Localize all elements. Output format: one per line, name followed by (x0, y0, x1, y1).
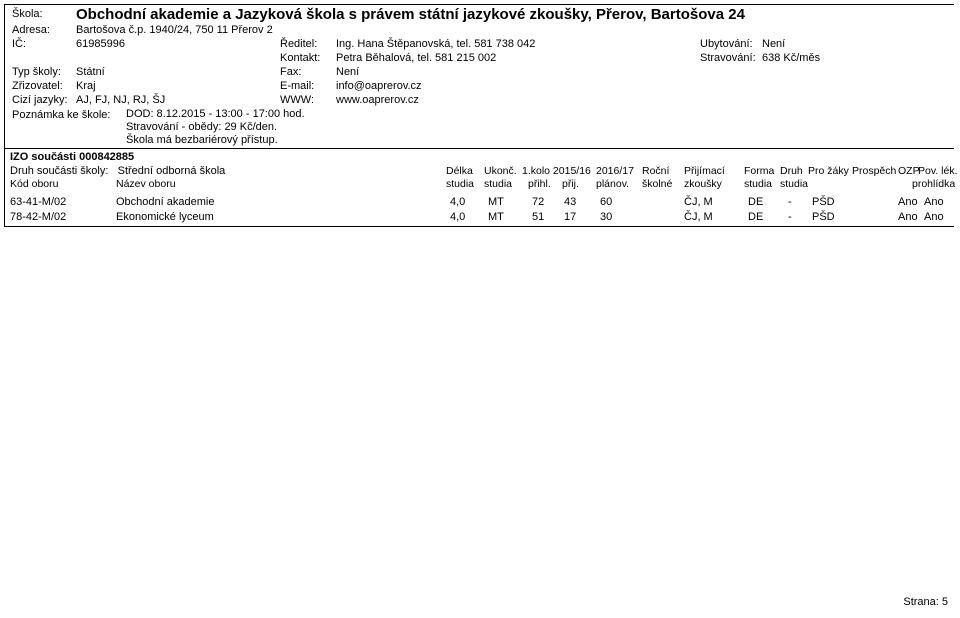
table-header-cell: Prospěch (852, 165, 896, 177)
table-header-cell: studia (446, 178, 474, 190)
table-header-cell: Přijímací (684, 165, 725, 177)
table-header-cell: školné (642, 178, 672, 190)
label-note: Poznámka ke škole: (12, 109, 110, 121)
label-contact: Kontakt: (280, 52, 320, 64)
table-cell-prihl: 51 (532, 211, 544, 223)
label-part-type: Druh součásti školy: (10, 165, 108, 177)
school-note3: Škola má bezbariérový přístup. (126, 134, 278, 146)
table-cell-ozp: Ano (898, 196, 918, 208)
table-cell-end: MT (488, 196, 504, 208)
table-cell-form: DE (748, 211, 763, 223)
table-header-cell: přij. (562, 178, 579, 190)
school-type: Státní (76, 66, 105, 78)
page: Škola: Obchodní akademie a Jazyková škol… (0, 0, 960, 618)
table-header-cell: studia (484, 178, 512, 190)
table-cell-for: PŠD (812, 196, 835, 208)
table-cell-len: 4,0 (450, 211, 465, 223)
table-cell-end: MT (488, 211, 504, 223)
table-header-cell: plánov. (596, 178, 629, 190)
school-meals: 638 Kč/měs (762, 52, 820, 64)
label-accommodation: Ubytování: (700, 38, 753, 50)
label-name: Název oboru (116, 178, 176, 190)
table-cell-kind: - (788, 196, 792, 208)
table-cell-prihl: 72 (532, 196, 544, 208)
label-izo: IZO součásti (10, 151, 76, 163)
label-director: Ředitel: (280, 38, 317, 50)
table-cell-name: Ekonomické lyceum (116, 211, 214, 223)
rule-top (4, 4, 954, 5)
table-header-cell: Délka (446, 165, 473, 177)
table-cell-kind: - (788, 211, 792, 223)
label-founder: Zřizovatel: (12, 80, 63, 92)
label-languages: Cizí jazyky: (12, 94, 68, 106)
table-cell-exam: ČJ, M (684, 211, 713, 223)
label-school: Škola: (12, 8, 43, 20)
table-header-cell: Pro žáky (808, 165, 849, 177)
table-header-cell: Pov. lék. (918, 165, 958, 177)
school-address: Bartošova č.p. 1940/24, 750 11 Přerov 2 (76, 24, 273, 36)
table-cell-plan: 60 (600, 196, 612, 208)
table-cell-code: 78-42-M/02 (10, 211, 66, 223)
table-header-cell: Druh (780, 165, 803, 177)
school-fax: Není (336, 66, 359, 78)
table-header-cell: prohlídka (912, 178, 955, 190)
label-address: Adresa: (12, 24, 50, 36)
table-header-cell: přihl. (528, 178, 551, 190)
label-fax: Fax: (280, 66, 301, 78)
table-cell-name: Obchodní akademie (116, 196, 214, 208)
table-cell-med: Ano (924, 196, 944, 208)
school-founder: Kraj (76, 80, 96, 92)
rule-bottom (4, 226, 954, 227)
table-cell-for: PŠD (812, 211, 835, 223)
table-cell-code: 63-41-M/02 (10, 196, 66, 208)
table-cell-prij: 17 (564, 211, 576, 223)
table-header-cell: Forma (744, 165, 774, 177)
table-cell-plan: 30 (600, 211, 612, 223)
table-cell-form: DE (748, 196, 763, 208)
table-header-cell: zkoušky (684, 178, 722, 190)
rule-after-header (4, 148, 954, 149)
izo-line: IZO součásti 000842885 (10, 151, 134, 163)
izo-value: 000842885 (79, 151, 134, 163)
label-email: E-mail: (280, 80, 314, 92)
table-header-cell: studia (744, 178, 772, 190)
table-header-cell: OZP (898, 165, 920, 177)
label-www: WWW: (280, 94, 314, 106)
label-meals: Stravování: (700, 52, 756, 64)
label-code: Kód oboru (10, 178, 58, 190)
school-note2: Stravování - obědy: 29 Kč/den. (126, 121, 277, 133)
part-type-line: Druh součásti školy: Střední odborná ško… (10, 165, 225, 177)
school-www: www.oaprerov.cz (336, 94, 419, 106)
table-cell-med: Ano (924, 211, 944, 223)
page-footer: Strana: 5 (903, 596, 948, 608)
table-header-cell: Ukonč. (484, 165, 517, 177)
table-cell-prij: 43 (564, 196, 576, 208)
label-school-type: Typ školy: (12, 66, 61, 78)
table-cell-len: 4,0 (450, 196, 465, 208)
school-director: Ing. Hana Štěpanovská, tel. 581 738 042 (336, 38, 535, 50)
part-type-value: Střední odborná škola (118, 165, 226, 177)
table-header-cell: studia (780, 178, 808, 190)
school-accommodation: Není (762, 38, 785, 50)
table-header-cell: 2016/17 (596, 165, 634, 177)
table-header-cell: 1.kolo 2015/16 (522, 165, 591, 177)
rule-left (4, 4, 5, 227)
school-name: Obchodní akademie a Jazyková škola s prá… (76, 6, 745, 23)
school-contact: Petra Běhalová, tel. 581 215 002 (336, 52, 496, 64)
table-cell-exam: ČJ, M (684, 196, 713, 208)
school-email: info@oaprerov.cz (336, 80, 422, 92)
school-ic: 61985996 (76, 38, 125, 50)
school-note1: DOD: 8.12.2015 - 13:00 - 17:00 hod. (126, 108, 305, 120)
table-header-cell: Roční (642, 165, 669, 177)
table-cell-ozp: Ano (898, 211, 918, 223)
school-languages: AJ, FJ, NJ, RJ, ŠJ (76, 94, 165, 106)
label-ic: IČ: (12, 38, 26, 50)
